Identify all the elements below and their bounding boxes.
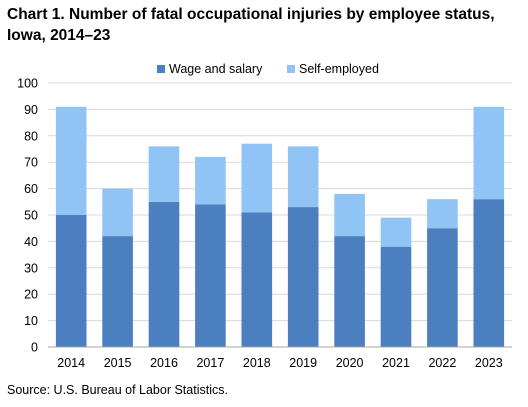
- chart-title: Chart 1. Number of fatal occupational in…: [7, 4, 522, 46]
- x-tick-label: 2019: [289, 356, 317, 370]
- legend-self-employed-swatch: [287, 65, 295, 73]
- bar-self-employed: [102, 188, 133, 237]
- bar-wage-and-salary: [148, 201, 180, 347]
- x-tick-label: 2014: [57, 356, 85, 370]
- bar-wage-and-salary: [195, 204, 226, 347]
- bar-self-employed: [473, 106, 505, 200]
- bar-self-employed: [380, 217, 412, 247]
- bar-self-employed: [427, 199, 458, 229]
- bar-wage-and-salary: [55, 215, 87, 347]
- legend-wage-and-salary-label: Wage and salary: [169, 62, 263, 76]
- x-tick-label: 2020: [336, 356, 364, 370]
- x-tick-label: 2023: [475, 356, 503, 370]
- bar-wage-and-salary: [334, 236, 365, 347]
- bar-self-employed: [55, 106, 87, 215]
- y-tick-label: 50: [24, 209, 38, 223]
- chart-title-line-1: Chart 1. Number of fatal occupational in…: [7, 6, 495, 23]
- bar-self-employed: [334, 193, 365, 237]
- x-tick-label: 2021: [382, 356, 410, 370]
- legend-self-employed-label: Self-employed: [299, 62, 379, 76]
- bar-self-employed: [148, 146, 180, 202]
- x-tick-label: 2015: [104, 356, 132, 370]
- bar-wage-and-salary: [102, 236, 133, 347]
- bar-wage-and-salary: [473, 199, 505, 347]
- y-tick-label: 40: [24, 235, 38, 249]
- source-note: Source: U.S. Bureau of Labor Statistics.: [7, 383, 228, 397]
- bar-wage-and-salary: [287, 207, 319, 347]
- x-tick-label: 2016: [150, 356, 178, 370]
- bar-self-employed: [287, 146, 319, 208]
- y-tick-label: 80: [24, 129, 38, 143]
- x-tick-label: 2018: [243, 356, 271, 370]
- bar-self-employed: [195, 156, 226, 205]
- y-tick-label: 10: [24, 314, 38, 328]
- y-tick-label: 70: [24, 156, 38, 170]
- y-tick-label: 90: [24, 103, 38, 117]
- bar-wage-and-salary: [427, 228, 458, 347]
- x-tick-label: 2022: [428, 356, 456, 370]
- y-tick-label: 100: [17, 77, 38, 91]
- chart-title-line-2: Iowa, 2014–23: [7, 27, 111, 44]
- y-tick-label: 60: [24, 182, 38, 196]
- y-tick-label: 0: [31, 341, 38, 355]
- bar-wage-and-salary: [241, 212, 273, 347]
- bar-self-employed: [241, 143, 273, 213]
- y-tick-label: 30: [24, 261, 38, 275]
- x-tick-label: 2017: [196, 356, 224, 370]
- legend-wage-and-salary-swatch: [157, 65, 165, 73]
- y-tick-label: 20: [24, 288, 38, 302]
- bar-wage-and-salary: [380, 246, 412, 347]
